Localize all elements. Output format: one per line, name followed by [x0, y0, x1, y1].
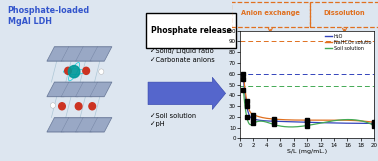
Polygon shape	[47, 82, 112, 97]
Circle shape	[50, 103, 56, 108]
Circle shape	[89, 103, 96, 110]
Circle shape	[68, 66, 80, 78]
Legend: H₂O, NaHCO₃ solutio, Soil solution: H₂O, NaHCO₃ solutio, Soil solution	[325, 33, 372, 51]
Polygon shape	[47, 47, 112, 61]
Circle shape	[59, 103, 65, 110]
Text: ✓Soil solution
✓pH: ✓Soil solution ✓pH	[150, 113, 196, 127]
Circle shape	[65, 67, 71, 74]
Text: Anion exchange: Anion exchange	[241, 10, 300, 16]
Polygon shape	[47, 118, 112, 132]
Text: ✓Solid/ Liquid ratio
✓Carbonate anions: ✓Solid/ Liquid ratio ✓Carbonate anions	[150, 48, 215, 63]
X-axis label: S/L (mg/mL.): S/L (mg/mL.)	[287, 149, 327, 154]
Circle shape	[75, 103, 82, 110]
Text: Phosphate release: Phosphate release	[150, 26, 231, 35]
Text: Phosphate-loaded
MgAl LDH: Phosphate-loaded MgAl LDH	[8, 6, 90, 26]
Text: Dissolution: Dissolution	[324, 10, 366, 16]
Circle shape	[83, 67, 90, 74]
Circle shape	[99, 69, 104, 74]
FancyBboxPatch shape	[146, 13, 236, 48]
FancyArrow shape	[148, 77, 226, 109]
